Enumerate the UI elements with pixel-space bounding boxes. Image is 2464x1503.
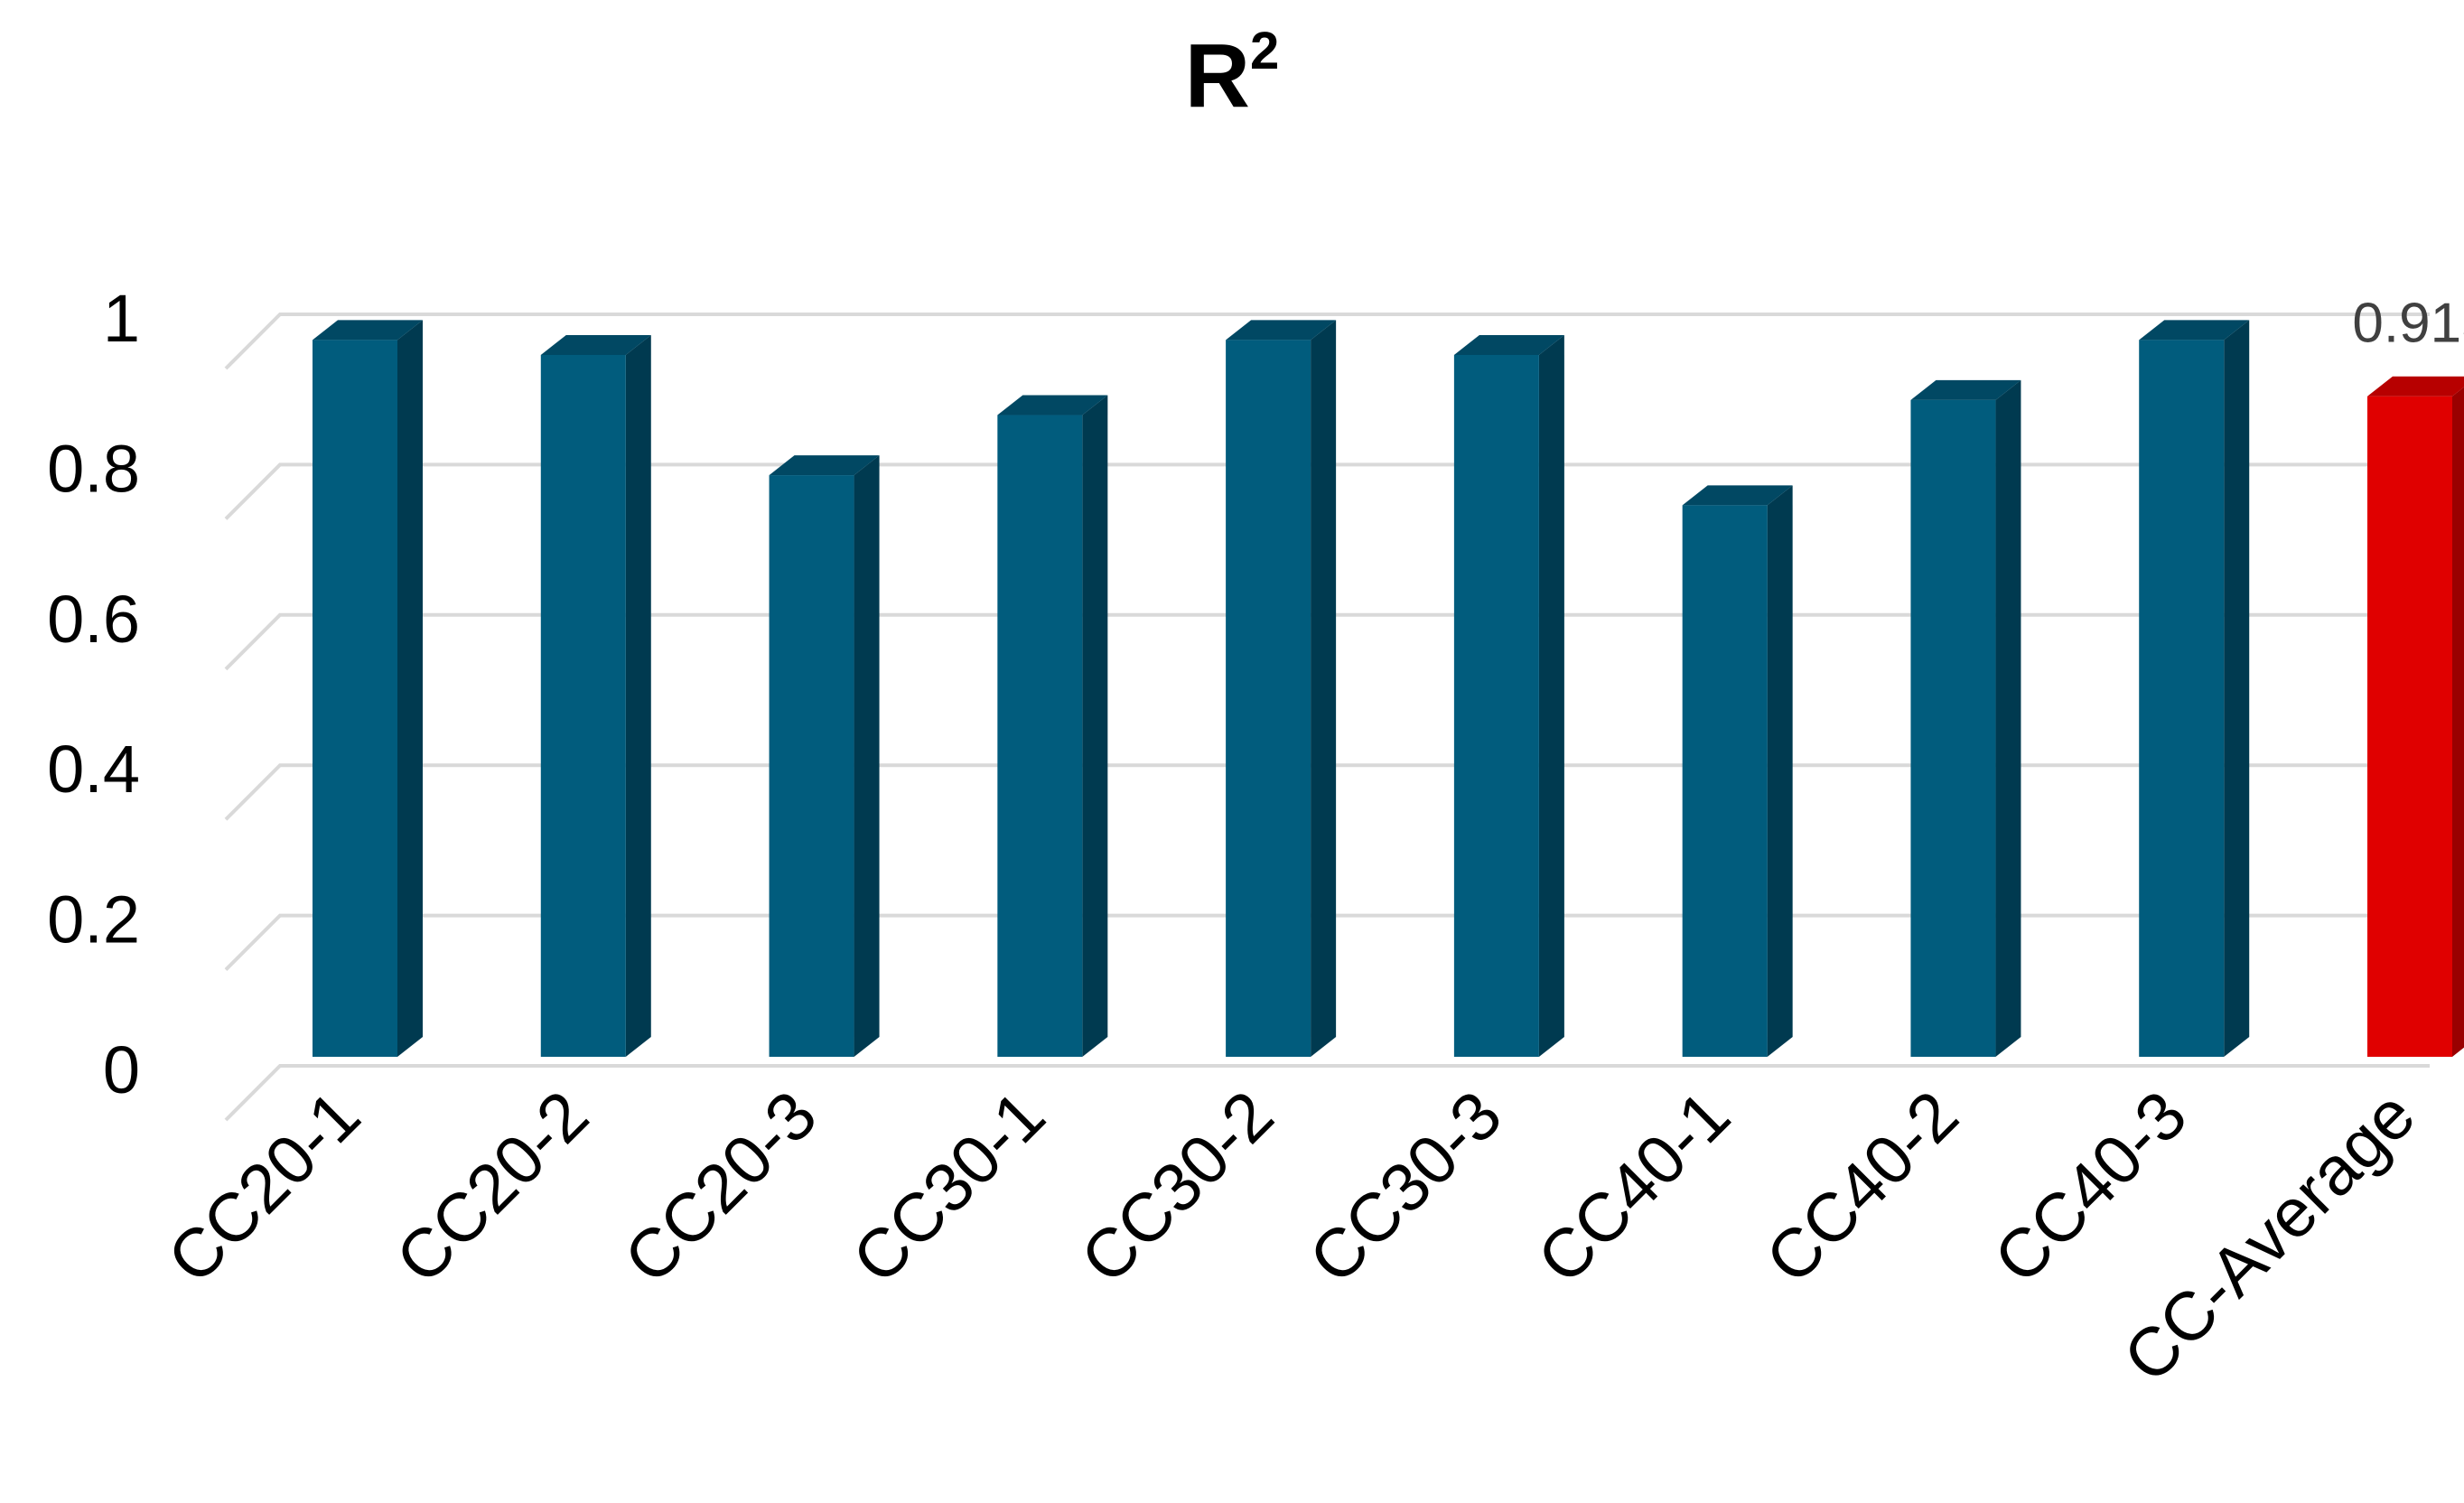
bar-side (1311, 320, 1337, 1057)
bar-side (1082, 395, 1108, 1057)
y-axis: 0 0.2 0.4 0.6 0.8 1 (47, 281, 140, 1107)
y-tick-label: 0.8 (47, 431, 140, 506)
bar (769, 455, 880, 1058)
bar (313, 320, 423, 1057)
x-tick-label: CC20-2 (382, 1077, 603, 1298)
bar-side (854, 455, 880, 1058)
bar-top (1453, 334, 1564, 355)
chart-title-base: R (1185, 25, 1250, 126)
bar (1910, 379, 2021, 1057)
x-axis: CC20-1 CC20-2 CC20-3 CC30-1 CC30-2 CC30-3 CC40… (154, 1077, 2430, 1397)
bar (540, 334, 651, 1058)
x-tick-label: CC40-2 (1751, 1077, 1973, 1298)
x-tick-label: CC30-2 (1067, 1077, 1288, 1298)
bar-front (2367, 396, 2452, 1058)
bar-top (1682, 485, 1793, 506)
y-tick-label: 1 (103, 281, 140, 356)
chart-title: R2 (1185, 22, 1279, 126)
data-label: 0.915 (2352, 293, 2464, 355)
bar-top (769, 455, 880, 476)
bar-front (2139, 340, 2225, 1057)
x-tick-label: CC30-3 (1295, 1077, 1517, 1298)
bar-front (1910, 399, 1996, 1057)
bar-top (540, 334, 651, 355)
bar (2367, 376, 2464, 1058)
bar-top (1226, 320, 1337, 341)
bar-front (997, 415, 1083, 1057)
bar (2139, 320, 2250, 1057)
bar (1682, 485, 1793, 1057)
bar (997, 395, 1108, 1057)
x-tick-label: CC20-3 (610, 1077, 831, 1298)
bar-top (313, 320, 423, 341)
bar-front (1226, 340, 1311, 1057)
bar-front (1453, 354, 1539, 1058)
gridlines (224, 313, 2430, 1122)
bar-side (625, 334, 651, 1058)
bar (1226, 320, 1337, 1057)
bar-side (397, 320, 423, 1057)
bar-front (769, 475, 854, 1057)
y-tick-label: 0.2 (47, 882, 140, 957)
bar-top (2367, 376, 2464, 397)
bar-front (1682, 505, 1768, 1057)
bar-side (2224, 320, 2250, 1057)
bar-front (540, 354, 626, 1058)
y-tick-label: 0.4 (47, 732, 140, 807)
x-tick-label: CC40-3 (1980, 1077, 2201, 1298)
bar-top (2139, 320, 2250, 341)
chart-title-superscript: 2 (1250, 22, 1279, 80)
bar-side (1767, 485, 1793, 1057)
gridline (224, 1064, 2430, 1122)
bar-top (997, 395, 1108, 415)
x-tick-label: CC20-1 (154, 1077, 375, 1298)
x-tick-label: CC40-1 (1523, 1077, 1744, 1298)
bars: 0.915 (313, 293, 2464, 1058)
bar-front (313, 340, 397, 1057)
gridline (224, 462, 2430, 520)
gridline (224, 313, 2430, 370)
bar-side (1995, 379, 2021, 1057)
x-tick-label: CC30-1 (838, 1077, 1059, 1298)
y-tick-label: 0.6 (47, 582, 140, 657)
bar-top (1910, 379, 2021, 400)
bar (1453, 334, 1564, 1058)
bar-side (1538, 334, 1564, 1058)
y-tick-label: 0 (103, 1032, 140, 1107)
bar-side (2452, 387, 2464, 1057)
